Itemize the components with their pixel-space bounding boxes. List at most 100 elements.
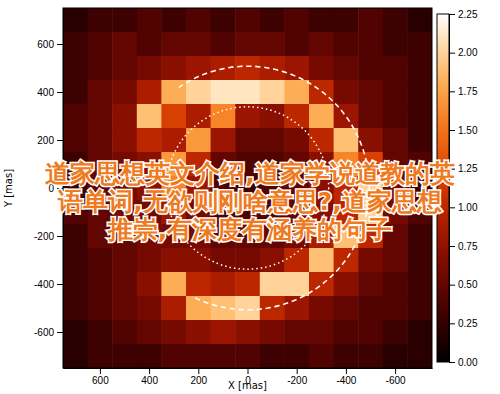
heatmap-cell	[309, 320, 334, 345]
heatmap-cell	[284, 56, 309, 81]
heatmap-cell	[235, 104, 260, 129]
heatmap-cell	[383, 104, 408, 129]
heatmap-cell	[137, 128, 162, 153]
heatmap-cell	[284, 248, 309, 273]
heatmap-cell	[211, 272, 236, 297]
heatmap-cell	[112, 320, 137, 345]
heatmap-cell	[211, 8, 236, 33]
heatmap-cell	[161, 8, 186, 33]
heatmap-cell	[358, 320, 383, 345]
heatmap-cell	[407, 80, 432, 105]
heatmap-cell	[334, 80, 359, 105]
tick: 2.00	[449, 47, 478, 58]
heatmap-cell	[235, 32, 260, 57]
tick-label: 200	[190, 375, 207, 386]
heatmap-cell	[309, 344, 334, 368]
heatmap-cell	[407, 224, 432, 249]
tick-label: -600	[34, 327, 54, 338]
heatmap-cell	[235, 56, 260, 81]
heatmap-cell	[137, 272, 162, 297]
heatmap-cell	[407, 104, 432, 129]
heatmap-cell	[260, 8, 285, 33]
heatmap-cell	[161, 32, 186, 57]
tick-label: 0.00	[458, 357, 478, 368]
heatmap-cell	[334, 32, 359, 57]
heatmap-cell	[88, 8, 113, 33]
heatmap-cell	[260, 128, 285, 153]
tick: -400	[336, 368, 356, 386]
tick-label: 0.75	[458, 241, 478, 252]
heatmap-cell	[284, 320, 309, 345]
heatmap-cell	[284, 296, 309, 321]
tick: 1.00	[449, 202, 478, 213]
heatmap-cell	[260, 344, 285, 368]
tick-label: -200	[34, 231, 54, 242]
heatmap-cell	[88, 296, 113, 321]
tick: -400	[34, 279, 63, 290]
heatmap-cell	[186, 344, 211, 368]
tick-label: 1.00	[458, 202, 478, 213]
heatmap-cell	[284, 8, 309, 33]
heatmap-cell	[235, 272, 260, 297]
heatmap-cell	[186, 80, 211, 105]
tick-mark	[198, 368, 199, 374]
tick-label: 600	[92, 375, 109, 386]
heatmap-cell	[284, 32, 309, 57]
tick: -200	[287, 368, 307, 386]
tick-mark	[449, 207, 455, 208]
heatmap-cell	[358, 128, 383, 153]
heatmap-cell	[383, 320, 408, 345]
tick: -600	[34, 327, 63, 338]
heatmap-cell	[211, 80, 236, 105]
heatmap-cell	[211, 320, 236, 345]
heatmap-cell	[358, 344, 383, 368]
heatmap-cell	[235, 344, 260, 368]
heatmap-cell	[407, 8, 432, 33]
tick-label: 0.25	[458, 318, 478, 329]
tick-label: -200	[287, 375, 307, 386]
heatmap-cell	[63, 344, 88, 368]
annotation: 语单词,无欲则刚啥意思?,道家思想	[57, 187, 442, 216]
heatmap-cell	[334, 56, 359, 81]
heatmap-cell	[284, 272, 309, 297]
heatmap-cell	[88, 320, 113, 345]
heatmap-cell	[235, 128, 260, 153]
tick-mark	[449, 130, 455, 131]
heatmap-cell	[334, 248, 359, 273]
tick-label: 2.00	[458, 47, 478, 58]
tick-label: -400	[336, 375, 356, 386]
heatmap-cell	[260, 248, 285, 273]
heatmap-cell	[334, 104, 359, 129]
axis-line	[449, 15, 450, 363]
heatmap-cell	[63, 128, 88, 153]
heatmap-cell	[88, 248, 113, 273]
heatmap-cell	[63, 224, 88, 249]
heatmap-cell	[137, 296, 162, 321]
heatmap-cell	[260, 296, 285, 321]
heatmap-cell	[383, 56, 408, 81]
tick-label: -600	[386, 375, 406, 386]
heatmap-cell	[358, 32, 383, 57]
heatmap-cell	[383, 128, 408, 153]
chart: 6004002000-200-400-600-600-400-200020040…	[0, 0, 500, 394]
heatmap-cell	[88, 128, 113, 153]
tick-mark	[449, 285, 455, 286]
heatmap-cell	[186, 8, 211, 33]
tick-label: 400	[141, 375, 158, 386]
heatmap-cell	[309, 128, 334, 153]
heatmap-cell	[407, 32, 432, 57]
tick-label: 200	[37, 135, 54, 146]
heatmap-cell	[309, 104, 334, 129]
heatmap-cell	[358, 8, 383, 33]
tick-label: 2.25	[458, 9, 478, 20]
tick-mark	[248, 368, 249, 374]
heatmap-cell	[137, 56, 162, 81]
heatmap-cell	[309, 296, 334, 321]
heatmap-cell	[186, 248, 211, 273]
tick: 0.25	[449, 318, 478, 329]
heatmap-cell	[137, 80, 162, 105]
heatmap-cell	[63, 104, 88, 129]
heatmap-cell	[211, 344, 236, 368]
heatmap-cell	[383, 344, 408, 368]
heatmap-cell	[137, 104, 162, 129]
